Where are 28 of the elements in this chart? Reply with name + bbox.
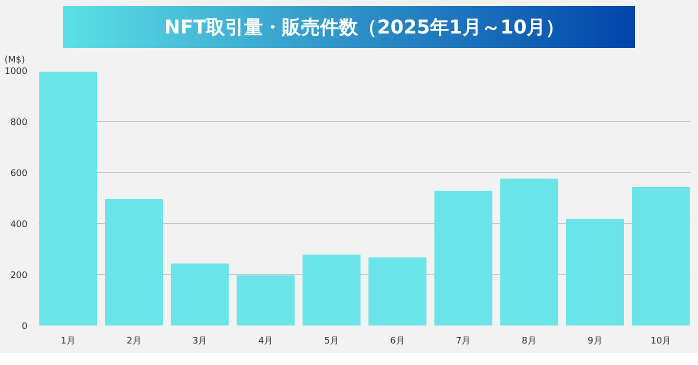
- x-tick-label: 2月: [126, 336, 142, 346]
- y-tick-label: 0: [22, 322, 28, 332]
- x-tick-label: 7月: [456, 336, 471, 346]
- x-tick-label: 10月: [650, 336, 672, 346]
- y-tick-label: 200: [10, 271, 28, 281]
- bar: [500, 178, 558, 326]
- x-tick-label: 6月: [390, 336, 405, 346]
- y-tick-label: 1000: [4, 67, 28, 77]
- bar: [632, 187, 690, 326]
- x-tick-label: 9月: [588, 336, 602, 346]
- chart-title: NFT取引量・販売件数（2025年1月～10月）: [164, 16, 565, 38]
- bar: [434, 190, 492, 326]
- y-tick-label: 800: [10, 118, 28, 128]
- x-tick-label: 5月: [324, 336, 339, 346]
- x-tick-label: 1月: [60, 336, 76, 346]
- bar: [566, 218, 624, 326]
- bar: [302, 254, 361, 326]
- x-tick-label: 8月: [522, 336, 537, 346]
- x-tick-label: 3月: [192, 336, 208, 346]
- bar: [105, 199, 163, 326]
- x-tick-label: 4月: [258, 336, 274, 346]
- bar: [368, 257, 426, 326]
- y-tick-label: 600: [10, 169, 28, 179]
- bar: [170, 264, 229, 326]
- y-tick-label: 400: [10, 220, 28, 230]
- bar: [39, 72, 98, 326]
- bar: [236, 275, 295, 326]
- y-axis-title: (M$): [4, 56, 26, 66]
